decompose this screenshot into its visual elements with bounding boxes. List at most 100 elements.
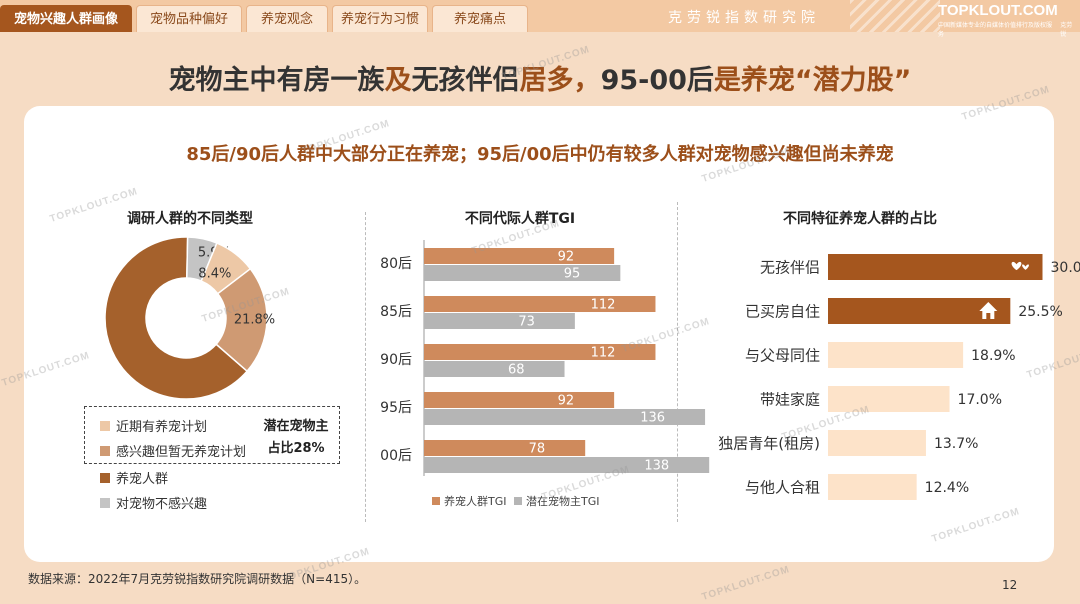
tgi-bar-value: 73 [518, 315, 535, 330]
tgi-bar-value: 112 [591, 298, 616, 313]
top-bar: 宠物兴趣人群画像 宠物品种偏好 养宠观念 养宠行为习惯 养宠痛点 克劳锐指数研究… [0, 0, 1080, 38]
feature-bar-value: 13.7% [934, 436, 978, 452]
page-number: 12 [1002, 578, 1018, 592]
tgi-category-label: 00后 [380, 448, 412, 464]
feature-category-label: 独居青年(租房) [718, 435, 820, 453]
tgi-bar-pet-owner [424, 344, 656, 360]
brand-logo: TOPKLOUT.COM 中国新媒体专业的自媒体价值排行及版权服务 克劳锐 [938, 2, 1078, 38]
tgi-bar-potential-owner [424, 409, 706, 425]
title-part-1: 宠物主中 [168, 65, 277, 96]
feature-chart-title: 不同特征养宠人群的占比 [783, 211, 937, 227]
tgi-bar-value: 92 [558, 250, 575, 265]
legend-item-not-interested: 对宠物不感兴趣 [100, 493, 207, 512]
potential-owner-line1: 潜在宠物主 [263, 419, 329, 434]
subtitle: 85后/90后人群中大部分正在养宠；95后/00后中仍有较多人群对宠物感兴趣但尚… [186, 144, 894, 165]
tgi-bar-pet-owner [424, 392, 615, 408]
tgi-bar-value: 112 [591, 346, 616, 361]
feature-bar [828, 386, 950, 412]
title-part-7: 是养宠“潜力股” [713, 65, 912, 96]
legend-item-interested: 感兴趣但暂无养宠计划 [100, 441, 246, 460]
donut-chart-title: 调研人群的不同类型 [127, 211, 253, 227]
tgi-bar-value: 68 [508, 363, 525, 378]
feature-bar [828, 430, 926, 456]
tgi-legend-swatch [432, 497, 440, 505]
brand-sub-cn: 克劳锐 [1060, 22, 1073, 38]
tgi-bar-potential-owner [424, 265, 621, 281]
tgi-bar-chart: 80后 92 95 85后 112 73 90后 112 68 95后 92 136 00后 78 138 养… [380, 240, 710, 508]
legend-swatch-interested [100, 445, 110, 456]
feature-bar-value: 18.9% [971, 348, 1015, 364]
tgi-legend-label: 养宠人群TGI [444, 494, 507, 508]
feature-bar-value: 17.0% [958, 392, 1002, 408]
hearts-icon [1011, 261, 1022, 271]
feature-category-label: 无孩伴侣 [760, 259, 820, 277]
brand-subtitle: 中国新媒体专业的自媒体价值排行及版权服务 克劳锐 [938, 20, 1078, 38]
tab-pet-habits[interactable]: 养宠行为习惯 [332, 5, 428, 32]
house-door-icon [986, 313, 991, 319]
tgi-bar-pet-owner [424, 440, 586, 456]
tgi-category-label: 90后 [380, 352, 412, 368]
legend-label-pet-owners: 养宠人群 [116, 472, 169, 487]
title-part-4: 无孩伴侣 [411, 65, 520, 96]
tab-pet-concepts[interactable]: 养宠观念 [246, 5, 328, 32]
tgi-category-label: 85后 [380, 304, 412, 320]
stripe-decoration [850, 0, 940, 32]
tgi-chart-title: 不同代际人群TGI [464, 211, 576, 227]
feature-category-label: 带娃家庭 [760, 391, 820, 409]
tab-pet-interest-profile[interactable]: 宠物兴趣人群画像 [0, 5, 132, 32]
feature-category-label: 与父母同住 [745, 347, 820, 365]
potential-owner-box [84, 406, 340, 464]
tgi-bar-potential-owner [424, 361, 565, 377]
title-part-2: 有房一族 [276, 65, 385, 96]
tgi-bar-value: 138 [644, 459, 669, 474]
feature-bar-value: 30.0% [1051, 260, 1080, 276]
tgi-bar-pet-owner [424, 296, 656, 312]
tgi-category-label: 95后 [380, 400, 412, 416]
feature-bar-chart: 无孩伴侣 30.0% 已买房自住 25.5% 与父母同住 18.9% 带娃家庭 17.0% 独居… [718, 254, 1080, 500]
donut-slice [104, 236, 249, 400]
donut-slice [215, 267, 268, 373]
legend-swatch-not-interested [100, 497, 110, 508]
tgi-legend-swatch [514, 497, 522, 505]
title-part-5: 居多， [519, 65, 601, 96]
feature-bar-value: 12.4% [925, 480, 969, 496]
tgi-bar-pet-owner [424, 248, 615, 264]
feature-bar [828, 342, 964, 368]
legend-label-not-interested: 对宠物不感兴趣 [116, 497, 208, 512]
legend-item-plan-soon: 近期有养宠计划 [100, 416, 207, 435]
page-title: 宠物主中有房一族及无孩伴侣居多，95-00后是养宠“潜力股” [0, 58, 1080, 97]
house-icon [979, 302, 998, 319]
title-part-6: 95-00后 [600, 65, 714, 96]
divider-right [677, 202, 678, 522]
legend-swatch-pet-owners [100, 472, 110, 483]
feature-category-label: 已买房自住 [745, 303, 820, 321]
institute-name: 克劳锐指数研究院 [668, 10, 820, 26]
tgi-category-label: 80后 [380, 256, 412, 272]
donut-slice-label: 21.8% [234, 312, 275, 327]
donut-chart: 64.0%5.9%8.4%21.8% [98, 236, 275, 402]
donut-slice-label: 64.0% [98, 387, 143, 402]
divider-left [365, 212, 366, 522]
tab-pet-pain-points[interactable]: 养宠痛点 [432, 5, 528, 32]
donut-slice-label: 8.4% [198, 266, 231, 281]
tab-breed-preference[interactable]: 宠物品种偏好 [136, 5, 242, 32]
tgi-bar-value: 136 [640, 411, 665, 426]
tgi-bar-value: 78 [529, 442, 546, 457]
feature-bar [828, 254, 1043, 280]
legend-item-pet-owners: 养宠人群 [100, 468, 168, 487]
brand-sub-text: 中国新媒体专业的自媒体价值排行及版权服务 [938, 22, 1053, 38]
potential-owner-note: 潜在宠物主 占比28% [256, 416, 336, 460]
hearts-icon [1021, 263, 1030, 271]
title-part-3: 及 [384, 65, 412, 96]
feature-bar [828, 474, 917, 500]
legend-label-interested: 感兴趣但暂无养宠计划 [116, 445, 247, 460]
potential-owner-line2: 占比28% [267, 441, 325, 456]
data-source-note: 数据来源：2022年7月克劳锐指数研究院调研数据（N=415）。 [28, 572, 367, 586]
brand-name: TOPKLOUT.COM [938, 2, 1058, 19]
tgi-bar-potential-owner [424, 313, 575, 329]
tab-strip: 宠物兴趣人群画像 宠物品种偏好 养宠观念 养宠行为习惯 养宠痛点 [0, 5, 532, 32]
feature-category-label: 与他人合租 [745, 479, 820, 497]
feature-bar-value: 25.5% [1018, 304, 1062, 320]
tgi-bar-value: 95 [564, 267, 581, 282]
